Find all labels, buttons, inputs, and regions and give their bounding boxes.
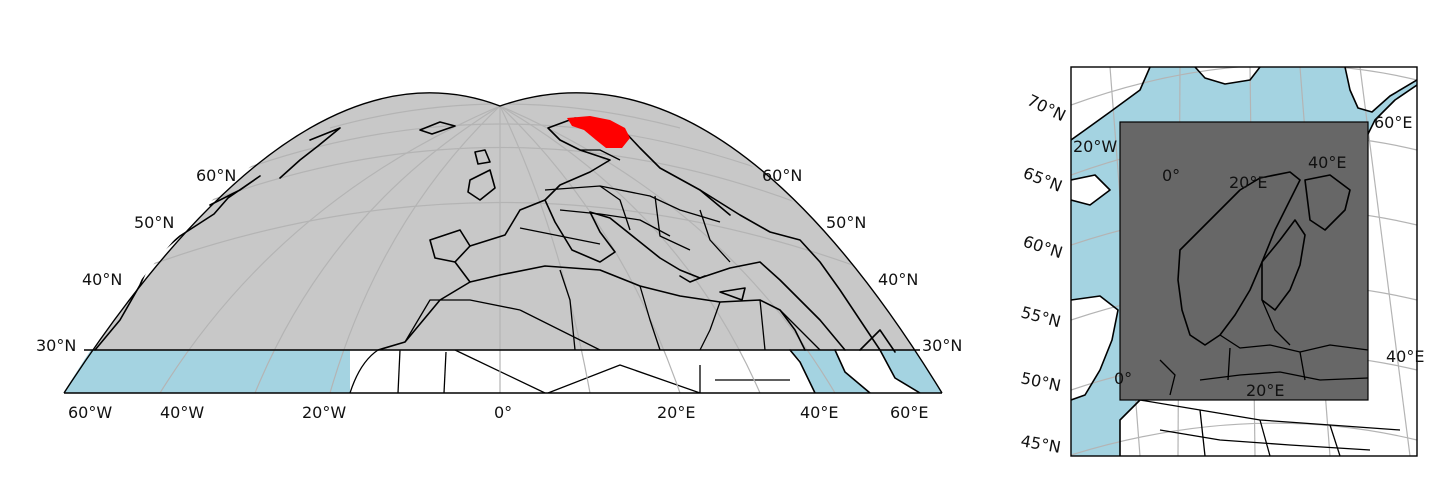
inset-lat-label-55n: 55°N <box>1019 303 1063 332</box>
lat-label-left-60n: 60°N <box>196 166 236 185</box>
inset-extent-box <box>1119 121 1369 401</box>
inset-lon-label-60e: 60°E <box>1374 113 1412 132</box>
inset-lat-label-60n: 60°N <box>1021 232 1065 263</box>
lon-label-40w: 40°W <box>160 403 204 422</box>
inset-lon-label-40e-right: 40°E <box>1386 347 1424 366</box>
inset-lon-label-0-top: 0° <box>1162 166 1180 185</box>
inset-lat-label-50n: 50°N <box>1019 368 1062 395</box>
lon-label-20e: 20°E <box>657 403 695 422</box>
inset-lat-label-65n: 65°N <box>1021 163 1066 196</box>
inset-lon-label-20e-bottom: 20°E <box>1246 381 1284 400</box>
inset-lat-label-70n: 70°N <box>1024 91 1069 126</box>
inset-lon-label-20e-top: 20°E <box>1229 173 1267 192</box>
inset-land-iceland <box>1071 175 1110 205</box>
lat-label-right-50n: 50°N <box>826 213 866 232</box>
lon-label-0: 0° <box>494 403 512 422</box>
lat-label-left-40n: 40°N <box>82 270 122 289</box>
lat-label-left-30n: 30°N <box>36 336 76 355</box>
lat-label-right-40n: 40°N <box>878 270 918 289</box>
lon-label-60w: 60°W <box>68 403 112 422</box>
lon-label-60e: 60°E <box>890 403 928 422</box>
inset-map: 70°N 65°N 60°N 55°N 50°N 45°N 60°E 40°E … <box>1019 66 1424 457</box>
africa-land-below-30n <box>350 350 815 393</box>
inset-lon-label-20w: 20°W <box>1073 137 1117 156</box>
highlight-region <box>567 116 630 148</box>
lon-label-20w: 20°W <box>302 403 346 422</box>
lat-label-right-60n: 60°N <box>762 166 802 185</box>
lat-label-left-50n: 50°N <box>134 213 174 232</box>
arabia-land-below-30n <box>835 350 920 393</box>
inset-frame <box>1070 66 1418 457</box>
inset-lon-label-0-bottom: 0° <box>1114 369 1132 388</box>
globe-outline <box>63 92 943 394</box>
lon-label-40e: 40°E <box>800 403 838 422</box>
inset-land-greenland <box>1071 67 1150 140</box>
lat-label-right-30n: 30°N <box>922 336 962 355</box>
inset-land-novaya-zemlya <box>1345 67 1417 112</box>
inset-lon-label-40e-top: 40°E <box>1308 153 1346 172</box>
globe-area <box>64 92 942 393</box>
inset-land-britain <box>1071 296 1118 400</box>
main-map: 60°N 50°N 40°N 30°N 60°N 50°N 40°N 30°N … <box>36 92 962 422</box>
inset-lat-label-45n: 45°N <box>1019 431 1062 457</box>
